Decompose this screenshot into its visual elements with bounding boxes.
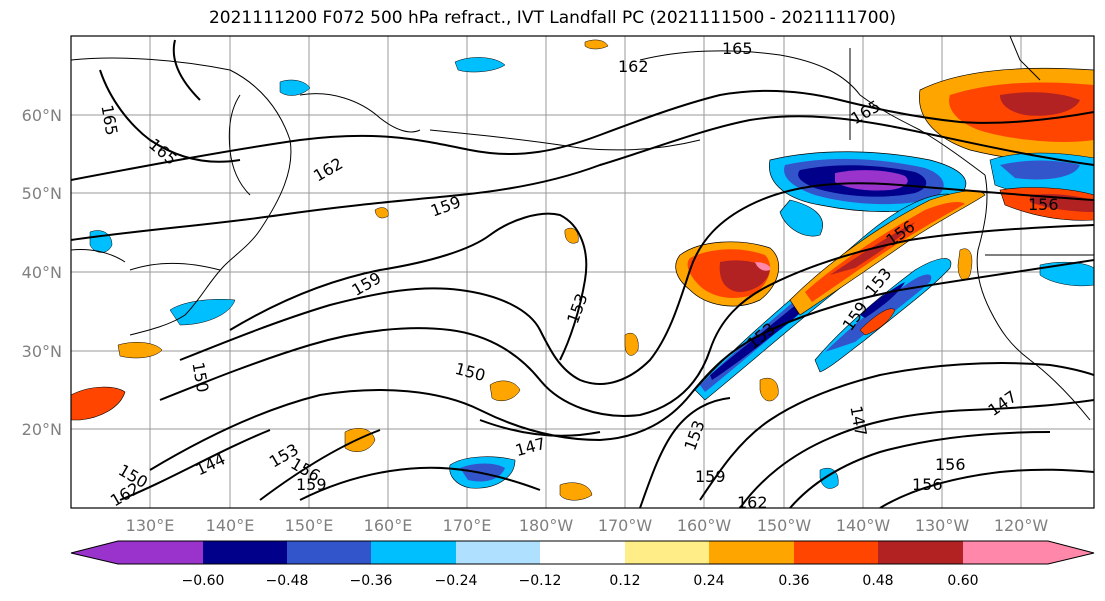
coastlines	[71, 36, 1094, 421]
colorbar-cell	[963, 541, 1048, 564]
lat-label-50n: 50°N	[22, 184, 62, 203]
lat-label-60n: 60°N	[22, 106, 62, 125]
longitude-labels: 130°E 140°E 150°E 160°E 170°E 180°W 170°…	[126, 516, 1049, 535]
contour-label: 156	[935, 455, 966, 474]
colorbar-tick-label: −0.12	[519, 573, 562, 589]
contour-label: 162	[737, 493, 768, 512]
colorbar-cell	[456, 541, 540, 564]
colorbar-cell	[625, 541, 709, 564]
colorbar-tick-label: −0.24	[435, 573, 478, 589]
contour-label: 156	[912, 475, 943, 494]
refractivity-contours	[71, 39, 1094, 508]
colorbar-tick-label: 0.48	[862, 573, 893, 589]
lat-label-20n: 20°N	[22, 420, 62, 439]
colorbar-cell	[540, 541, 625, 564]
contour-label: 159	[296, 475, 327, 494]
colorbar-tick-label: 0.12	[609, 573, 640, 589]
colorbar-tick-label: 0.36	[778, 573, 809, 589]
lon-label: 130°E	[126, 516, 175, 535]
lon-label: 180°W	[519, 516, 574, 535]
colorbar-tick-label: 0.60	[947, 573, 978, 589]
lat-label-30n: 30°N	[22, 342, 62, 361]
lon-label: 170°W	[598, 516, 653, 535]
latitude-labels: 60°N 50°N 40°N 30°N 20°N	[22, 106, 62, 439]
colorbar-cell	[287, 541, 371, 564]
lon-label: 150°W	[757, 516, 812, 535]
lon-label: 120°W	[994, 516, 1049, 535]
contour-label: 162	[618, 57, 649, 76]
lat-label-40n: 40°N	[22, 263, 62, 282]
colorbar-tick-label: −0.36	[350, 573, 393, 589]
colorbar-tick-label: −0.48	[266, 573, 309, 589]
lon-label: 170°E	[443, 516, 492, 535]
colorbar-tick-label: 0.24	[693, 573, 724, 589]
contour-label: 159	[695, 467, 726, 486]
map-title: 2021111200 F072 500 hPa refract., IVT La…	[208, 8, 896, 28]
colorbar-cell	[371, 541, 456, 564]
colorbar-cell	[878, 541, 963, 564]
lon-label: 150°E	[285, 516, 334, 535]
lon-label: 140°E	[206, 516, 255, 535]
lon-label: 140°W	[836, 516, 891, 535]
lon-label: 160°E	[364, 516, 413, 535]
map-border	[70, 35, 1095, 509]
contour-label: 165	[722, 39, 753, 58]
colorbar-tick-label: −0.60	[182, 573, 225, 589]
ivt-shading	[71, 39, 1094, 501]
colorbar-cell	[1048, 541, 1094, 564]
lon-label: 130°W	[915, 516, 970, 535]
lon-label: 160°W	[677, 516, 732, 535]
colorbar-cell	[71, 541, 118, 564]
colorbar-cell	[709, 541, 794, 564]
colorbar-cell	[118, 541, 203, 564]
contour-label: 156	[1028, 195, 1059, 214]
colorbar-cell	[794, 541, 878, 564]
colorbar: −0.60 −0.48 −0.36 −0.24 −0.12 0.12 0.24 …	[70, 540, 1095, 589]
ar-band-positive	[789, 190, 986, 316]
colorbar-cell	[203, 541, 287, 564]
